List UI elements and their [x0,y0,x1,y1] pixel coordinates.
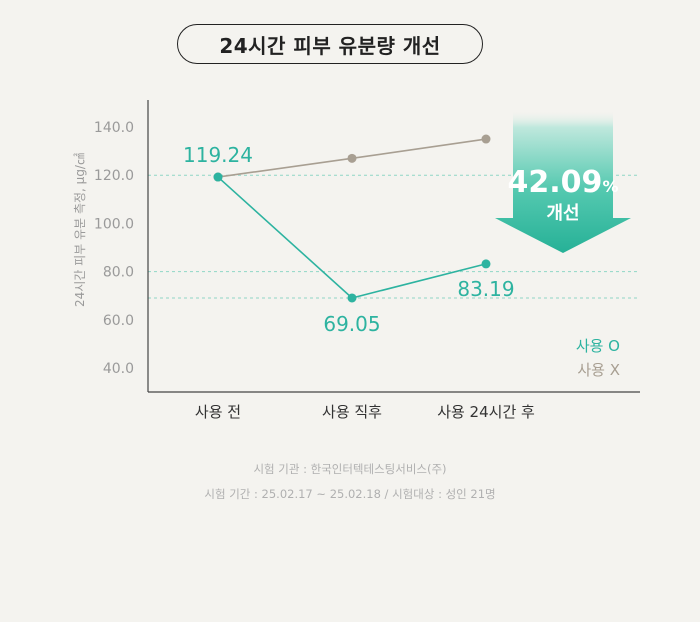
improvement-label: 개선 [546,203,579,224]
improvement-arrow: 42.09% 개선 [495,110,631,253]
x-tick-label: 사용 24시간 후 [437,403,535,421]
test-institution-note: 시험 기관 : 한국인터텍테스팅서비스(주) [253,462,447,476]
axes [147,100,640,393]
y-tick-label: 120.0 [94,168,134,184]
y-tick-label: 100.0 [94,216,134,232]
x-tick-label: 사용 직후 [322,403,382,421]
legend-item-used: 사용 O [576,337,620,355]
series [213,134,491,303]
y-tick-label: 80.0 [103,265,134,281]
data-point [481,134,491,144]
data-point [213,172,223,182]
data-point [481,259,491,269]
test-period-note: 시험 기간 : 25.02.17 ~ 25.02.18 / 시험대상 : 성인 … [204,487,496,501]
chart-title: 24시간 피부 유분량 개선 [177,24,483,64]
data-label: 119.24 [183,143,253,167]
labels: 140.0 120.0 100.0 80.0 60.0 40.0 24시간 피부 유분 측정… [73,120,620,421]
data-point [347,293,357,303]
improvement-arrow-shape [495,110,631,253]
improvement-value: 42.09% [508,165,619,200]
y-tick-label: 60.0 [103,313,134,329]
y-tick-label: 140.0 [94,120,134,136]
series-line-0 [217,176,487,299]
legend-item-unused: 사용 X [577,361,620,379]
data-point [347,153,357,163]
y-axis-label: 24시간 피부 유분 측정, μg/㎠ [73,153,87,307]
x-tick-label: 사용 전 [195,403,241,421]
data-label: 83.19 [457,277,514,301]
data-label: 69.05 [323,312,380,336]
y-tick-label: 40.0 [103,361,134,377]
